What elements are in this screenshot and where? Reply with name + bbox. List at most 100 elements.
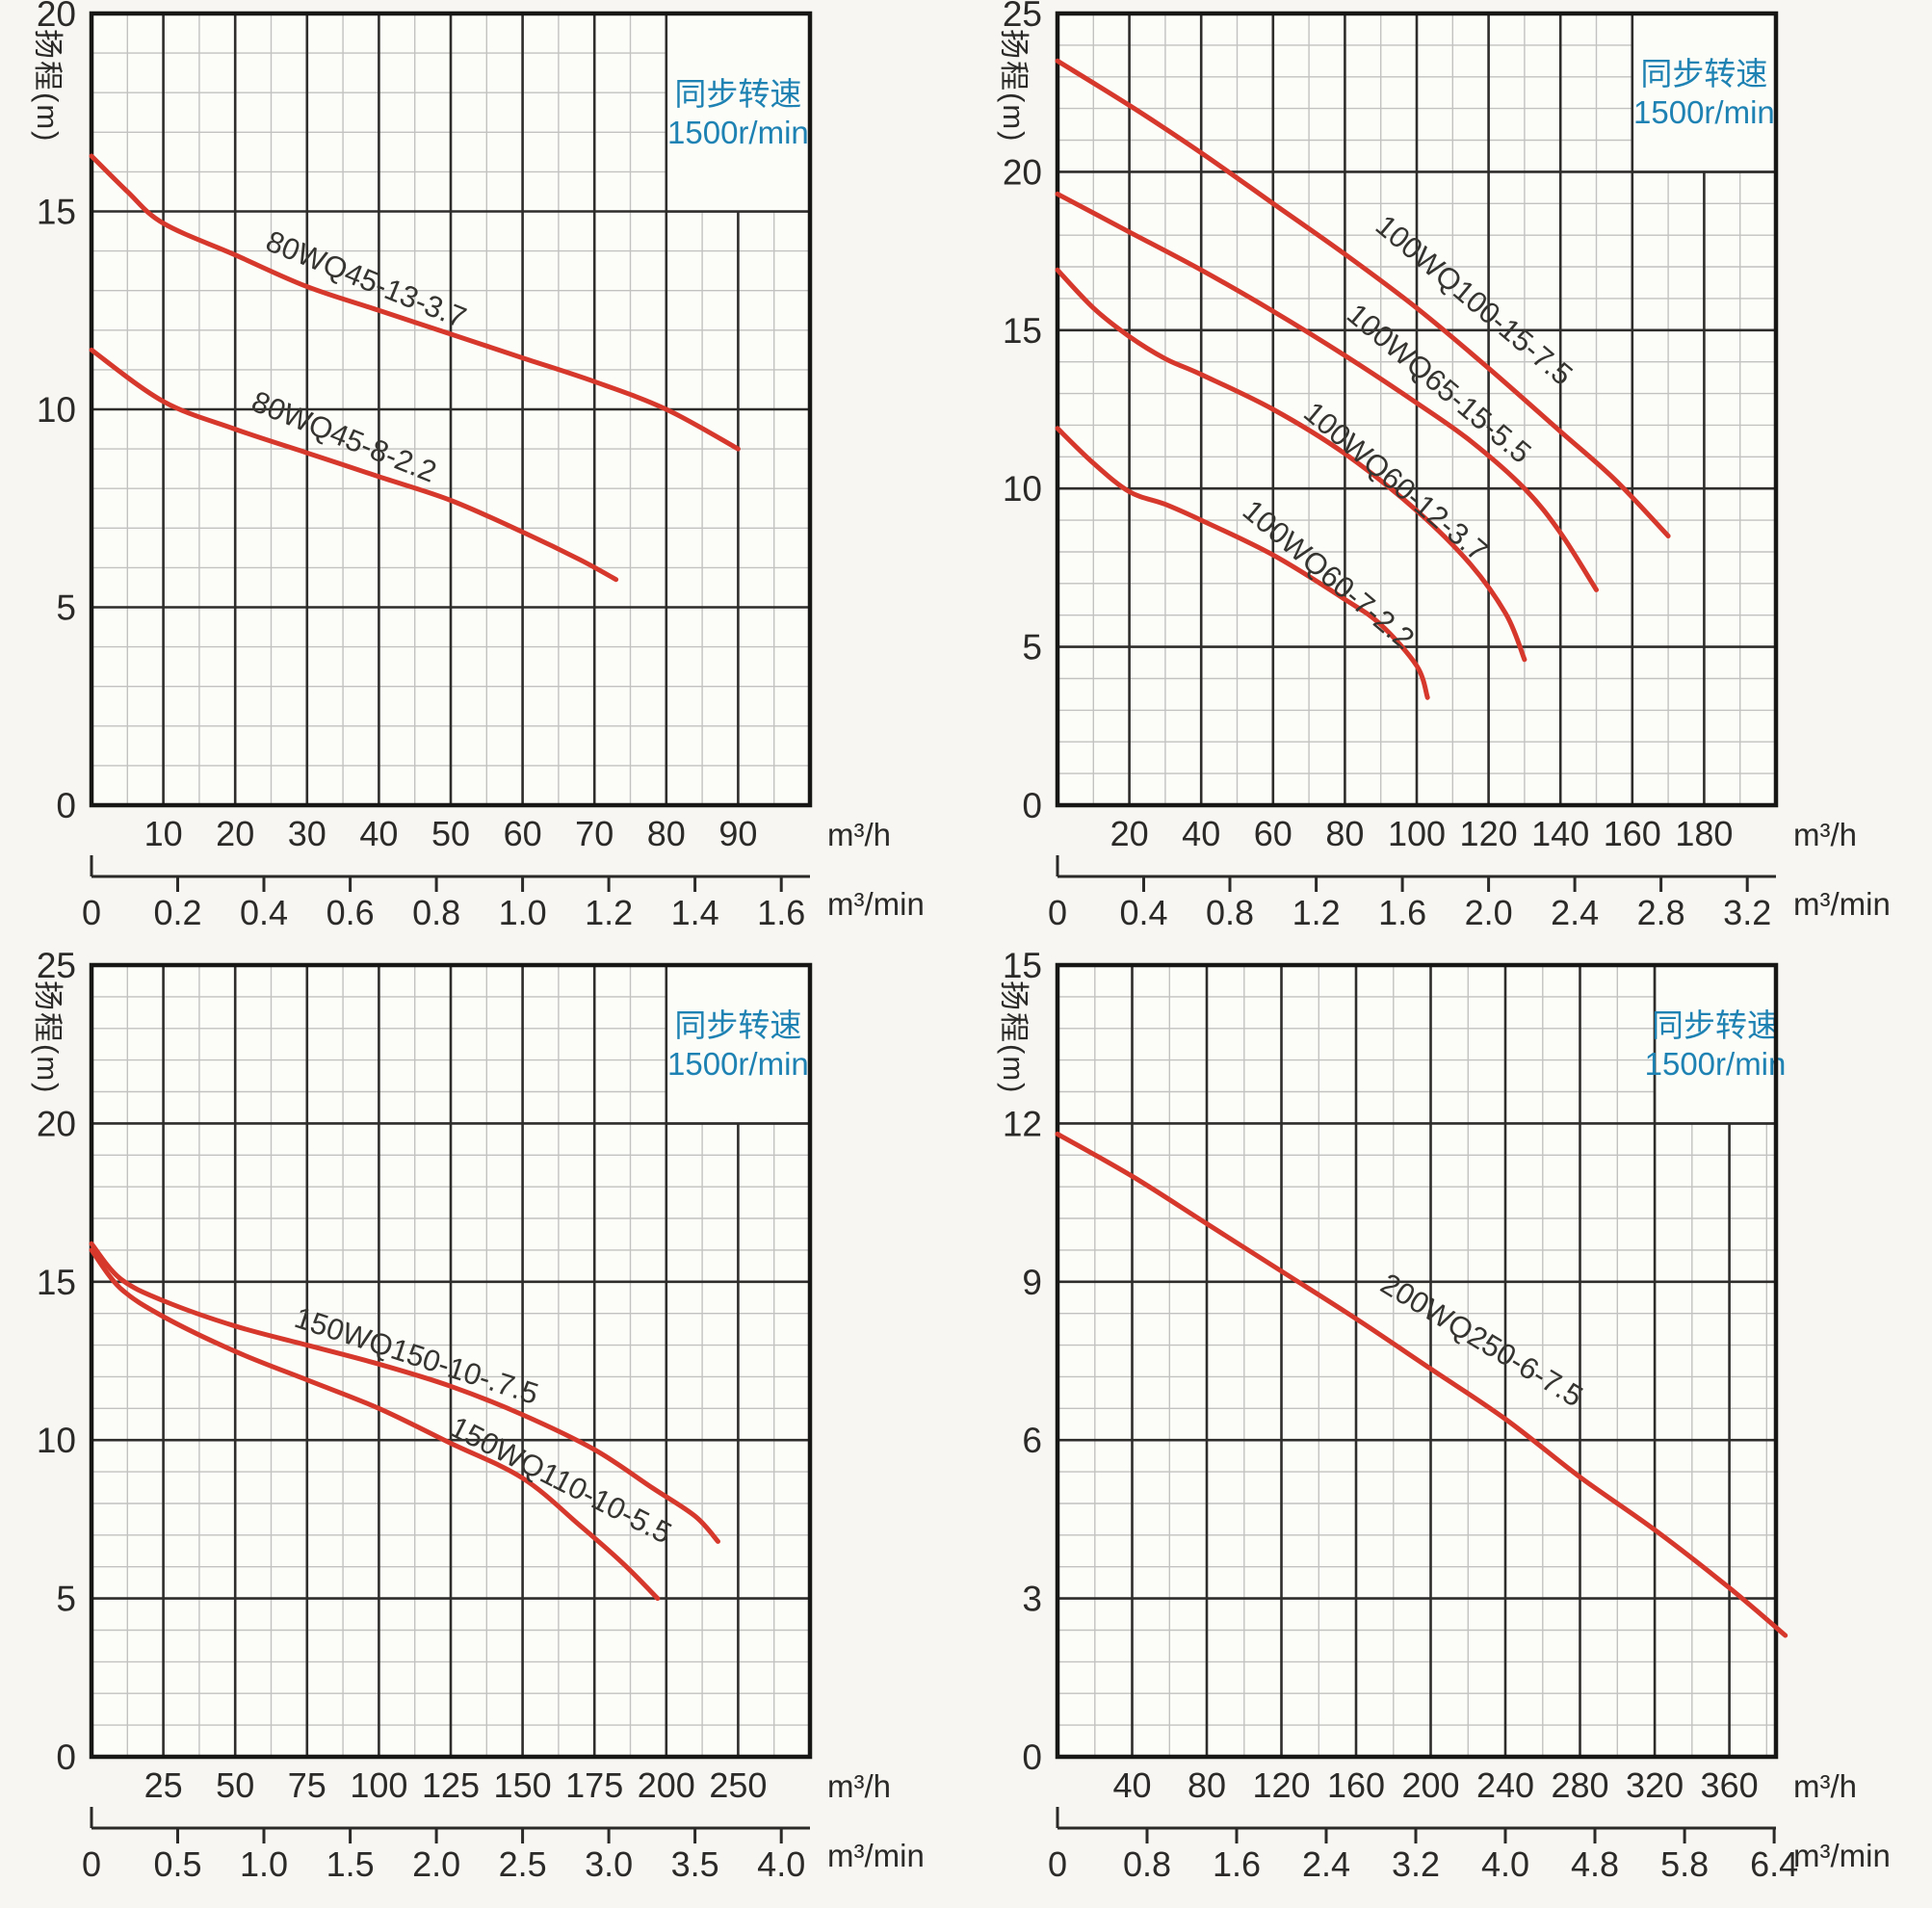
svg-text:140: 140: [1531, 814, 1589, 853]
x-min-axis: 0 0.8 1.6 2.4 3.2 4.0 4.8 5.8 6.4: [1048, 1807, 1798, 1884]
svg-text:5: 5: [1022, 628, 1042, 667]
svg-text:90: 90: [718, 814, 757, 853]
svg-text:0.8: 0.8: [412, 893, 460, 932]
chart-cell-100wq: 同步转速 1500r/min 100WQ100-15-7.5 100WQ65-15-5…: [966, 0, 1932, 952]
x-min-axis: 0 0.2 0.4 0.6 0.8 1.0 1.2 1.4 1.6: [82, 855, 810, 932]
svg-text:20: 20: [37, 1104, 76, 1143]
svg-text:3.0: 3.0: [585, 1844, 633, 1884]
svg-text:25: 25: [144, 1765, 183, 1805]
svg-text:125: 125: [422, 1765, 480, 1805]
svg-text:40: 40: [359, 814, 398, 853]
y-tick-labels: 0 5 10 15 20 25: [1003, 0, 1042, 825]
svg-text:0.2: 0.2: [153, 893, 201, 932]
svg-text:1.6: 1.6: [1213, 1844, 1261, 1884]
pump-performance-chart-4: 同步转速1500r/min200WQ250-6-7.503691215扬程(m)…: [997, 946, 1891, 1884]
x-min-unit: m³/min: [827, 886, 925, 922]
svg-text:80: 80: [1188, 1765, 1226, 1805]
svg-text:1.5: 1.5: [326, 1844, 375, 1884]
svg-text:30: 30: [288, 814, 326, 853]
svg-text:20: 20: [216, 814, 254, 853]
svg-text:280: 280: [1551, 1765, 1608, 1805]
x-hour-unit: m³/h: [1793, 1768, 1857, 1804]
y-axis-title: 扬程(m): [31, 980, 65, 1094]
y-axis-title: 扬程(m): [997, 29, 1031, 143]
speed-note-line2: 1500r/min: [667, 115, 809, 150]
svg-text:1.6: 1.6: [1378, 893, 1426, 932]
speed-note-line2: 1500r/min: [1633, 94, 1775, 130]
speed-note-line1: 同步转速: [674, 1007, 801, 1043]
svg-text:5: 5: [56, 1580, 76, 1619]
x-min-axis: 0 0.4 0.8 1.2 1.6 2.0 2.4 2.8 3.2: [1048, 855, 1776, 932]
svg-text:0.4: 0.4: [240, 893, 288, 932]
svg-text:1.0: 1.0: [240, 1844, 288, 1884]
x-hour-unit: m³/h: [1793, 817, 1857, 852]
svg-text:175: 175: [565, 1765, 623, 1805]
svg-text:50: 50: [431, 814, 470, 853]
svg-text:160: 160: [1604, 814, 1661, 853]
svg-text:4.0: 4.0: [1481, 1844, 1529, 1884]
svg-text:1.2: 1.2: [585, 893, 633, 932]
x-hour-tick-labels: 20 40 60 80 100 120 140 160 180: [1110, 814, 1734, 853]
svg-text:1.2: 1.2: [1292, 893, 1341, 932]
svg-text:12: 12: [1003, 1104, 1042, 1143]
y-tick-labels: 0 5 10 15 20: [37, 0, 76, 825]
svg-text:0.8: 0.8: [1123, 1844, 1171, 1884]
svg-text:120: 120: [1252, 1765, 1310, 1805]
pump-performance-chart-1: 同步转速1500r/min80WQ45-13-3.780WQ45-8-2.205…: [31, 0, 925, 932]
svg-text:1.6: 1.6: [757, 893, 805, 932]
svg-text:320: 320: [1626, 1765, 1684, 1805]
svg-text:25: 25: [37, 952, 76, 985]
svg-text:200: 200: [638, 1765, 695, 1805]
pump-curve: [1055, 1131, 1788, 1638]
x-hour-unit: m³/h: [827, 817, 891, 852]
svg-text:3.2: 3.2: [1392, 1844, 1440, 1884]
svg-text:5.8: 5.8: [1660, 1844, 1709, 1884]
x-hour-tick-labels: 40 80 120 160 200 240 280 320 360: [1112, 1765, 1758, 1805]
plot-frame: [89, 962, 813, 1760]
x-hour-tick-labels: 25 50 75 100 125 150 175 200 250: [144, 1765, 768, 1805]
pump-curve: [89, 153, 741, 452]
svg-text:50: 50: [216, 1765, 254, 1805]
svg-text:250: 250: [709, 1765, 767, 1805]
svg-text:2.8: 2.8: [1637, 893, 1685, 932]
pump-performance-chart-3: 同步转速1500r/min150WQ150-10-.7.5150WQ110-10…: [31, 946, 925, 1884]
svg-text:60: 60: [1254, 814, 1292, 853]
chart-cell-200wq: 同步转速 1500r/min 200WQ250-6-7.5 0 3 6 9 12 15 扬程(m)…: [966, 946, 1932, 1903]
svg-text:0: 0: [56, 1738, 76, 1777]
svg-text:5: 5: [56, 588, 76, 628]
pump-curve: [1055, 58, 1671, 538]
plot-frame: [1055, 11, 1779, 808]
x-min-unit: m³/min: [827, 1838, 925, 1873]
svg-text:20: 20: [1003, 152, 1042, 192]
grid-major: [1057, 965, 1776, 1757]
svg-text:10: 10: [144, 814, 183, 853]
svg-text:0.8: 0.8: [1206, 893, 1254, 932]
svg-text:180: 180: [1675, 814, 1733, 853]
chart-cell-150wq: 同步转速 1500r/min 150WQ150-10-.7.5 150WQ110-10…: [0, 946, 966, 1903]
svg-text:3.5: 3.5: [671, 1844, 719, 1884]
svg-text:15: 15: [1003, 952, 1042, 985]
svg-text:9: 9: [1022, 1263, 1042, 1302]
x-min-unit: m³/min: [1793, 1838, 1891, 1873]
svg-text:150: 150: [494, 1765, 552, 1805]
y-tick-labels: 0 3 6 9 12 15: [1003, 946, 1042, 1777]
svg-text:200: 200: [1401, 1765, 1459, 1805]
pump-performance-chart-2: 同步转速1500r/min100WQ100-15-7.5100WQ65-15-5…: [997, 0, 1891, 932]
pump-curve: [1055, 426, 1430, 700]
svg-text:240: 240: [1476, 1765, 1534, 1805]
svg-text:10: 10: [37, 1421, 76, 1460]
svg-text:0: 0: [1022, 786, 1042, 825]
pump-curve: [89, 347, 619, 583]
plot-frame: [89, 11, 813, 808]
svg-text:10: 10: [37, 390, 76, 430]
svg-text:4.8: 4.8: [1571, 1844, 1619, 1884]
y-tick-labels: 0 5 10 15 20 25: [37, 946, 76, 1777]
pump-curve: [89, 1247, 661, 1602]
pump-curve: [1055, 191, 1599, 592]
svg-text:2.0: 2.0: [1465, 893, 1513, 932]
